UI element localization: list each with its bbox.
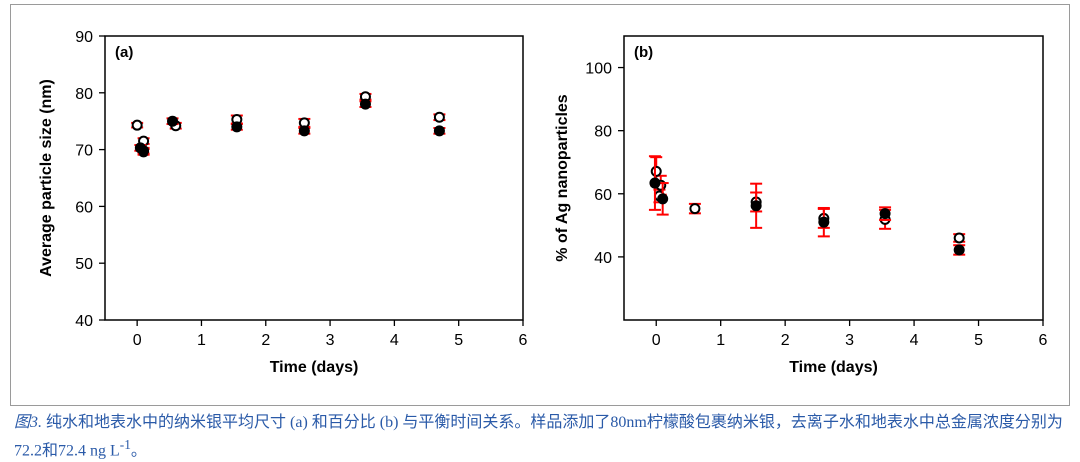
data-point <box>750 200 762 212</box>
caption-superscript: -1 <box>119 437 131 452</box>
figure-caption: 图3. 纯水和地表水中的纳米银平均尺寸 (a) 和百分比 (b) 与平衡时间关系… <box>14 412 1074 462</box>
caption-figure-label: 图3. <box>14 414 43 431</box>
panel-label: (a) <box>115 44 133 61</box>
x-tick-label: 2 <box>261 332 270 349</box>
y-tick-label: 50 <box>75 256 93 273</box>
series-filled-circle <box>648 155 966 256</box>
data-point <box>650 165 662 177</box>
caption-text: 纯水和地表水中的纳米银平均尺寸 (a) 和百分比 (b) 与平衡时间关系。样品添… <box>14 414 1063 460</box>
x-tick-label: 4 <box>910 332 919 349</box>
y-tick-label: 40 <box>594 250 612 267</box>
plot-area <box>623 35 1044 321</box>
y-tick-label: 40 <box>75 313 93 330</box>
y-tick-label: 60 <box>75 199 93 216</box>
plot-area <box>104 35 524 321</box>
data-point <box>649 177 661 189</box>
x-tick-label: 6 <box>519 332 528 349</box>
data-point <box>359 98 371 110</box>
chart-panel-b: 0 1 2 3 4 5 6 40 60 80 100 Time (days) % of Ag nanop… <box>554 35 1048 376</box>
data-point <box>657 193 669 205</box>
chart-panel-a: 0 1 2 3 4 5 6 40 50 60 70 80 90 Time (days) Average pa… <box>38 29 528 376</box>
data-point <box>433 111 445 123</box>
caption-end: 。 <box>130 442 147 460</box>
panel-label: (b) <box>634 44 653 61</box>
x-tick-label: 5 <box>454 332 463 349</box>
y-tick-label: 70 <box>75 143 93 160</box>
data-point <box>167 115 179 127</box>
x-tick-label: 0 <box>652 332 661 349</box>
y-tick-label: 100 <box>585 61 612 78</box>
x-tick-label: 5 <box>974 332 983 349</box>
figure-frame: 0 1 2 3 4 5 6 40 50 60 70 80 90 Time (days) Average pa… <box>10 4 1070 406</box>
x-tick-label: 3 <box>326 332 335 349</box>
data-point <box>433 125 445 137</box>
y-axis-label: Average particle size (nm) <box>38 79 55 277</box>
data-point <box>953 244 965 256</box>
data-point <box>818 216 830 228</box>
data-point <box>879 208 891 220</box>
x-tick-label: 2 <box>781 332 790 349</box>
data-point <box>953 232 965 244</box>
x-tick-label: 6 <box>1039 332 1048 349</box>
y-tick-label: 90 <box>75 29 93 46</box>
data-point <box>138 145 150 157</box>
x-tick-label: 4 <box>390 332 399 349</box>
data-point <box>689 203 701 215</box>
x-axis-label: Time (days) <box>789 359 878 376</box>
x-axis-label: Time (days) <box>270 359 359 376</box>
x-tick-label: 0 <box>133 332 142 349</box>
x-tick-label: 1 <box>716 332 725 349</box>
data-point <box>231 121 243 133</box>
data-point <box>131 119 143 131</box>
x-tick-label: 3 <box>845 332 854 349</box>
series-open-circle <box>650 156 966 244</box>
series-filled-circle <box>134 98 446 157</box>
data-point <box>298 125 310 137</box>
y-tick-label: 60 <box>594 187 612 204</box>
y-axis-label: % of Ag nanoparticles <box>554 94 571 262</box>
y-tick-label: 80 <box>594 124 612 141</box>
y-tick-label: 80 <box>75 86 93 103</box>
x-tick-label: 1 <box>197 332 206 349</box>
